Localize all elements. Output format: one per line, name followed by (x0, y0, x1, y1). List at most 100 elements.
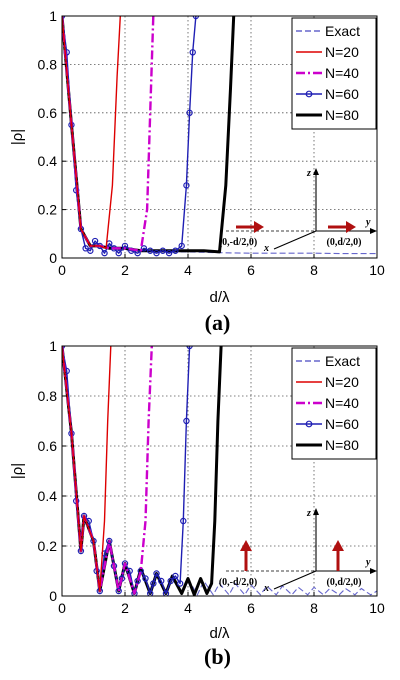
data-point (172, 572, 179, 580)
y-tick-label: 0 (49, 588, 57, 604)
data-point (147, 590, 154, 596)
inset-z-label: z (306, 508, 311, 519)
x-tick-label: 0 (58, 262, 66, 278)
x-tick-label: 6 (247, 600, 255, 616)
y-tick-label: 0.8 (38, 388, 58, 404)
y-tick-label: 0.2 (38, 538, 58, 554)
data-point (142, 575, 149, 582)
data-point (159, 247, 166, 254)
chart-panel-b: 0 2 4 6 8 10 0 0.2 0.4 0.6 0.8 1 d/λ |ρ| (b) Exact N=20 N… (9, 338, 385, 669)
legend-label: N=60 (325, 416, 359, 432)
x-tick-label: 2 (121, 262, 129, 278)
y-tick-label: 0.2 (38, 202, 58, 218)
y-tick-label: 0.6 (38, 438, 58, 454)
data-point (150, 580, 157, 587)
inset-diagram: z y x (0,-d/2,0) (0,d/2,0) (219, 168, 377, 254)
data-point (140, 245, 148, 252)
dipole-arrowhead (240, 540, 252, 551)
legend-marker (305, 420, 313, 428)
data-point (183, 417, 190, 425)
data-point (176, 580, 184, 587)
data-point (153, 249, 160, 257)
x-axis-label: d/λ (209, 625, 230, 642)
inset-diagram: z y x (0,-d/2,0) (0,d/2,0) (219, 508, 377, 594)
legend-label: N=20 (325, 44, 359, 60)
inset-x-label: x (263, 583, 269, 594)
inset-left-point-label: (0,-d/2,0) (219, 577, 257, 588)
x-tick-label: 8 (310, 262, 318, 278)
data-point (180, 517, 187, 525)
data-point (183, 182, 190, 189)
y-tick-label: 0.6 (38, 105, 58, 121)
data-point (91, 237, 99, 245)
data-point (165, 249, 173, 257)
data-point (82, 245, 89, 252)
y-arrowhead (370, 568, 377, 574)
y-arrowhead (370, 228, 377, 234)
plot-frame (61, 345, 378, 597)
legend-marker (305, 90, 313, 98)
data-point (167, 577, 174, 585)
inset-right-point-label: (0,d/2,0) (327, 577, 362, 588)
series-group (62, 346, 377, 596)
series-line-N=20 (62, 346, 112, 592)
legend-label: N=80 (325, 107, 359, 123)
x-tick-label: 10 (369, 262, 385, 278)
x-tick-label: 4 (184, 600, 192, 616)
legend-label: N=60 (325, 86, 359, 102)
data-point (186, 346, 193, 350)
series-line-N=60 (62, 346, 191, 595)
legend-label: Exact (325, 353, 360, 369)
inset-z-label: z (306, 168, 311, 179)
series-line-N=20 (62, 16, 121, 250)
dipole-arrowhead (332, 540, 344, 551)
inset-y-label: y (365, 217, 371, 228)
dipole-arrowhead (346, 221, 356, 233)
data-point (189, 49, 196, 56)
x-tick-label: 0 (58, 600, 66, 616)
z-arrowhead (313, 508, 319, 515)
data-point (186, 109, 193, 117)
y-axis-label: |ρ| (9, 463, 26, 479)
series-line-N=40 (62, 346, 153, 595)
data-point (87, 247, 94, 254)
data-point (101, 249, 108, 257)
panel-label: (a) (205, 310, 231, 335)
series-group (62, 16, 377, 257)
legend-label: N=40 (325, 395, 359, 411)
y-tick-label: 1 (49, 8, 57, 24)
legend-box (291, 17, 377, 130)
x-tick-label: 6 (247, 262, 255, 278)
y-tick-label: 0.4 (38, 488, 58, 504)
legend: Exact N=20 N=40 N=60 N=80 (291, 347, 377, 460)
legend-box (291, 347, 377, 460)
inset-left-point-label: (0,-d/2,0) (219, 237, 257, 248)
x-axis-label: d/λ (209, 289, 230, 306)
legend: Exact N=20 N=40 N=60 N=80 (291, 17, 377, 130)
series-line-Exact (62, 346, 377, 596)
z-arrowhead (313, 168, 319, 175)
x-tick-label: 2 (121, 600, 129, 616)
legend-label: Exact (325, 23, 360, 39)
series-line-N=80 (62, 16, 236, 254)
data-point (106, 537, 113, 545)
inset-x-label: x (263, 243, 269, 254)
y-tick-label: 1 (49, 338, 57, 354)
data-point (115, 249, 122, 257)
inset-y-label: y (365, 557, 371, 568)
plot-frame (61, 15, 378, 259)
x-tick-label: 8 (310, 600, 318, 616)
data-point (153, 570, 160, 577)
y-tick-label: 0.4 (38, 153, 58, 169)
series-line-N=60 (62, 16, 197, 254)
inset-right-point-label: (0,d/2,0) (327, 237, 362, 248)
data-point (172, 247, 179, 254)
legend-label: N=80 (325, 437, 359, 453)
series-line-N=40 (62, 16, 155, 252)
data-point (115, 587, 122, 595)
data-point (192, 16, 200, 20)
x-tick-label: 4 (184, 262, 192, 278)
x-tick-label: 10 (369, 600, 385, 616)
data-point (158, 577, 165, 585)
legend-label: N=40 (325, 65, 359, 81)
